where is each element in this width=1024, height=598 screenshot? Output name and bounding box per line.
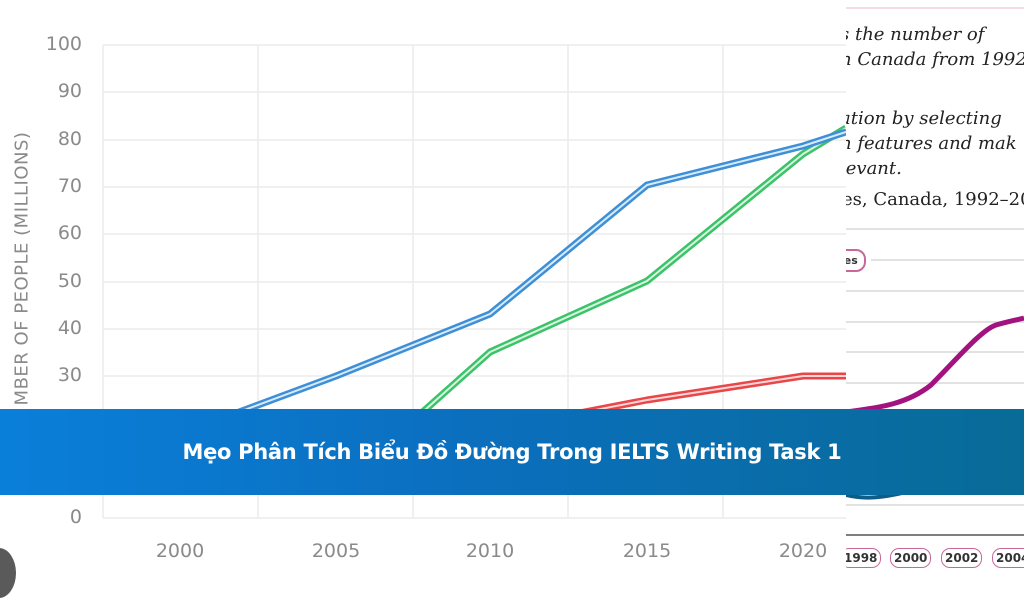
y-tick-0: 0 bbox=[69, 506, 82, 528]
title-banner: Mẹo Phân Tích Biểu Đồ Đường Trong IELTS … bbox=[0, 409, 1024, 495]
excerpt-legend-pill: les bbox=[846, 249, 866, 272]
year-pill-1998: 1998 bbox=[846, 548, 882, 568]
magenta-series-line bbox=[846, 315, 1024, 415]
x-tick-2000: 2000 bbox=[155, 540, 205, 562]
year-pill-2000: 2000 bbox=[890, 548, 932, 568]
y-tick-50: 50 bbox=[57, 270, 82, 292]
y-tick-100: 100 bbox=[45, 33, 82, 55]
x-tick-2005: 2005 bbox=[311, 540, 361, 562]
y-tick-80: 80 bbox=[57, 128, 82, 150]
blue-series-line bbox=[178, 128, 846, 438]
year-pill-2004: 2004 bbox=[992, 548, 1024, 568]
y-tick-40: 40 bbox=[57, 317, 82, 339]
excerpt-chart-title: es, Canada, 1992–20 bbox=[846, 189, 1024, 210]
y-tick-60: 60 bbox=[57, 222, 82, 244]
x-tick-2020: 2020 bbox=[778, 540, 828, 562]
year-pill-2002: 2002 bbox=[941, 548, 983, 568]
x-tick-2015: 2015 bbox=[622, 540, 672, 562]
excerpt-text-line-3: ation by selecting bbox=[846, 108, 1002, 129]
y-tick-90: 90 bbox=[57, 80, 82, 102]
excerpt-text-line-1: s the number of bbox=[846, 24, 985, 45]
y-tick-30: 30 bbox=[57, 364, 82, 386]
y-tick-70: 70 bbox=[57, 175, 82, 197]
excerpt-text-line-5: levant. bbox=[846, 158, 902, 179]
x-tick-2010: 2010 bbox=[465, 540, 515, 562]
excerpt-text-line-4: n features and mak bbox=[846, 133, 1017, 154]
excerpt-text-line-2: n Canada from 1992 bbox=[846, 49, 1024, 70]
banner-title: Mẹo Phân Tích Biểu Đồ Đường Trong IELTS … bbox=[182, 440, 842, 464]
